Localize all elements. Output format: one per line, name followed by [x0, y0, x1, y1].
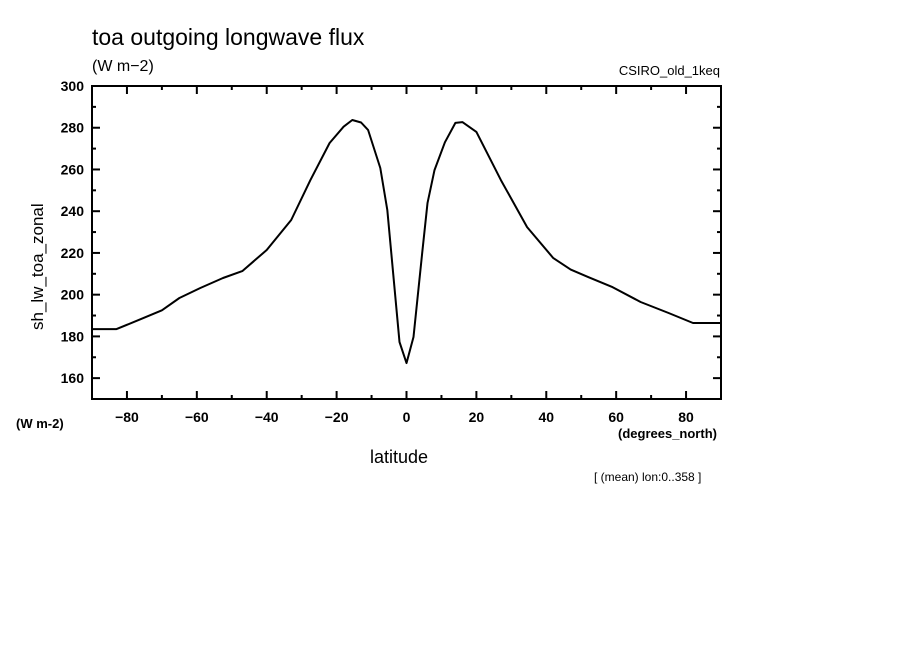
y-tick-label: 280 — [61, 120, 85, 136]
y-tick-label: 200 — [61, 287, 85, 303]
series-line — [92, 119, 721, 365]
y-tick-label: 180 — [61, 328, 85, 344]
x-tick-label: −40 — [255, 409, 279, 425]
x-tick-label: 80 — [678, 409, 694, 425]
x-tick-label: 20 — [469, 409, 485, 425]
x-tick-label: −20 — [325, 409, 349, 425]
x-axis-units: (degrees_north) — [618, 426, 717, 441]
y-axis-units: (W m-2) — [16, 416, 64, 431]
y-tick-label: 300 — [61, 78, 85, 94]
x-tick-label: −60 — [185, 409, 209, 425]
x-axis-label: latitude — [370, 447, 429, 467]
averaging-note: [ (mean) lon:0..358 ] — [594, 470, 702, 484]
x-tick-label: 60 — [608, 409, 624, 425]
x-tick-label: −80 — [115, 409, 139, 425]
x-tick-label: 40 — [538, 409, 554, 425]
chart-units: (W m−2) — [92, 58, 154, 75]
y-tick-label: 240 — [61, 203, 85, 219]
plot-frame — [91, 85, 722, 400]
chart-title: toa outgoing longwave flux — [92, 24, 365, 50]
source-label: CSIRO_old_1keq — [618, 63, 720, 78]
y-tick-label: 160 — [61, 370, 85, 386]
y-tick-label: 260 — [61, 161, 85, 177]
y-tick-label: 220 — [61, 245, 85, 261]
x-tick-label: 0 — [403, 409, 411, 425]
